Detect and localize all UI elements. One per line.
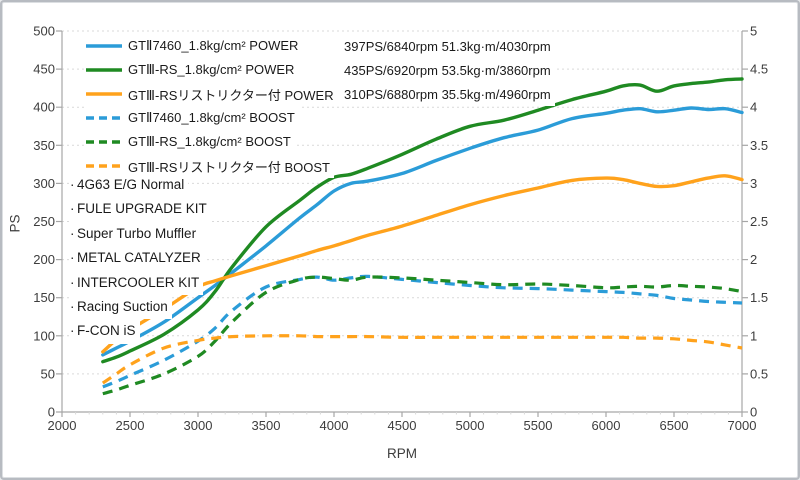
y-left-tick-label: 100 [33, 328, 55, 343]
x-axis-label: RPM [387, 446, 417, 461]
x-tick-label: 5000 [456, 418, 485, 433]
y-left-tick-label: 250 [33, 214, 55, 229]
legend-stats: 435PS/6920rpm 53.5kg·m/3860rpm [344, 62, 551, 78]
series-line-5 [101, 334, 743, 385]
legend-dashed-line-swatch [86, 140, 122, 144]
mod-list-item-3: · METAL CATALYZER [70, 246, 205, 271]
legend-dashed-line-swatch [86, 116, 122, 120]
x-tick-label: 5500 [524, 418, 553, 433]
x-tick-label: 6000 [592, 418, 621, 433]
legend-label: GTⅢ-RSリストリクター付 POWER [128, 87, 334, 103]
legend-item-0: GTⅡ7460_1.8kg/cm² POWER 397PS/6840rpm 51.… [85, 34, 555, 58]
legend-solid-line-swatch [86, 92, 122, 96]
y-left-tick-label: 400 [33, 100, 55, 115]
legend-item-2: GTⅢ-RSリストリクター付 POWER 310PS/6880rpm 35.5kg… [85, 82, 555, 106]
x-tick-label: 4000 [320, 418, 349, 433]
mod-list-item-2: · Super Turbo Muffler [70, 221, 201, 247]
legend-dashed-line-swatch [86, 164, 122, 168]
y-right-tick-label: 3.5 [750, 138, 768, 153]
x-tick-label: 2500 [116, 418, 145, 433]
y-axis-label: PS [7, 214, 23, 233]
mod-list-item-5: · Racing Suction [70, 295, 172, 320]
legend-item-4: GTⅢ-RS_1.8kg/cm² BOOST [85, 130, 295, 154]
legend-label: GTⅢ-RS_1.8kg/cm² BOOST [128, 134, 291, 149]
bullet-icon: · [70, 201, 75, 217]
mod-list-item-1: · FULE UPGRADE KIT [70, 197, 211, 222]
legend-label: GTⅡ7460_1.8kg/cm² POWER [128, 38, 299, 53]
series-line-1 [101, 77, 744, 364]
legend-item-3: GTⅡ7460_1.8kg/cm² BOOST [85, 106, 299, 130]
x-tick-label: 6500 [660, 418, 689, 433]
mod-list: · 4G63 E/G Normal · FULE UPGRADE KIT · Super … [70, 173, 211, 344]
legend-label: GTⅢ-RSリストリクター付 BOOST [128, 159, 331, 175]
y-left-tick-label: 200 [33, 252, 55, 267]
y-right-tick-label: 0.5 [750, 366, 768, 381]
y-right-tick-label: 1.5 [750, 290, 768, 305]
y-right-tick-label: 4.5 [750, 62, 768, 77]
y-left-tick-label: 300 [33, 176, 55, 191]
y-left-tick-label: 450 [33, 62, 55, 77]
bullet-icon: · [70, 323, 75, 339]
x-tick-label: 4500 [388, 418, 417, 433]
x-tick-label: 3000 [184, 418, 213, 433]
legend-stats: 310PS/6880rpm 35.5kg·m/4960rpm [344, 86, 551, 102]
x-tick-label: 3500 [252, 418, 281, 433]
series-line-4 [102, 275, 743, 396]
mod-list-item-4: · INTERCOOLER KIT [70, 270, 204, 296]
chart-legend: GTⅡ7460_1.8kg/cm² POWER 397PS/6840rpm 51.… [85, 34, 555, 178]
legend-label: GTⅡ7460_1.8kg/cm² BOOST [128, 110, 295, 125]
y-right-tick-label: 1 [750, 328, 757, 343]
series-line-2 [101, 174, 744, 354]
y-right-tick-label: 2.5 [750, 214, 768, 229]
bullet-icon: · [70, 177, 75, 192]
bullet-icon: · [70, 299, 75, 315]
y-left-tick-label: 350 [33, 138, 55, 153]
y-right-tick-label: 0 [750, 405, 757, 420]
legend-solid-line-swatch [86, 44, 122, 48]
bullet-icon: · [70, 250, 75, 266]
bullet-icon: · [70, 225, 75, 241]
y-right-tick-label: 2 [750, 252, 757, 267]
series-line-0 [101, 106, 744, 357]
y-left-tick-label: 150 [33, 290, 55, 305]
legend-stats: 397PS/6840rpm 51.3kg·m/4030rpm [344, 38, 551, 54]
bullet-icon: · [70, 274, 75, 290]
y-right-tick-label: 5 [750, 24, 757, 39]
legend-label: GTⅢ-RS_1.8kg/cm² POWER [128, 62, 295, 77]
mod-list-item-6: · F-CON iS [70, 319, 140, 344]
y-right-tick-label: 3 [750, 176, 757, 191]
x-tick-label: 7000 [728, 418, 757, 433]
x-tick-label: 2000 [48, 418, 77, 433]
y-left-tick-label: 0 [48, 405, 55, 420]
mod-list-item-0: · 4G63 E/G Normal [70, 173, 189, 198]
y-right-tick-label: 4 [750, 100, 757, 115]
y-left-tick-label: 50 [41, 366, 55, 381]
legend-solid-line-swatch [86, 68, 122, 72]
legend-item-1: GTⅢ-RS_1.8kg/cm² POWER 435PS/6920rpm 53.5… [85, 58, 555, 82]
series-line-3 [102, 274, 743, 389]
y-left-tick-label: 500 [33, 24, 55, 39]
